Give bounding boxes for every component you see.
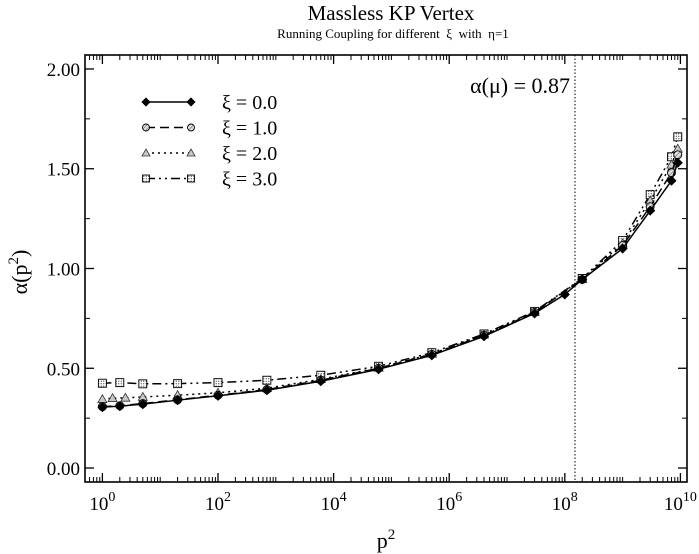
data-point — [141, 97, 151, 107]
legend-label: ξ = 3.0 — [222, 169, 277, 191]
annotation-alpha-mu: α(μ) = 0.87 — [470, 73, 570, 98]
y-axis-label-exponent: 2 — [6, 257, 22, 265]
series-1 — [97, 150, 683, 412]
series-line — [102, 162, 679, 408]
y-tick-label: 1.50 — [47, 160, 80, 181]
series-3 — [97, 132, 683, 389]
data-point — [142, 123, 150, 132]
legend-label: ξ = 0.0 — [222, 92, 277, 114]
legend-entry: ξ = 1.0 — [142, 118, 277, 140]
chart-subtitle: Running Coupling for different ξ with η=… — [277, 26, 509, 41]
data-point — [173, 379, 183, 389]
y-axis-label: α(p2) — [6, 250, 32, 295]
data-point — [138, 379, 148, 389]
legend-entry: ξ = 2.0 — [141, 143, 277, 165]
chart-title: Massless KP Vertex — [308, 1, 475, 25]
data-point — [142, 174, 150, 183]
x-tick-label: 106 — [436, 490, 462, 515]
series-line — [102, 148, 679, 400]
data-point — [645, 205, 656, 216]
legend-label: ξ = 2.0 — [222, 143, 277, 165]
data-point — [673, 132, 683, 142]
data-point — [529, 308, 540, 319]
x-axis-label-exponent: 2 — [388, 527, 396, 543]
data-point — [673, 150, 683, 160]
series-line — [102, 136, 679, 385]
data-point — [97, 378, 107, 388]
x-tick-label: 104 — [321, 490, 347, 515]
data-point — [212, 390, 224, 401]
legend: ξ = 0.0 ξ = 1.0 ξ = 2.0 ξ = 3.0 — [141, 92, 277, 191]
x-tick-label: 108 — [552, 490, 578, 515]
data-point — [120, 392, 131, 402]
data-point — [137, 399, 148, 410]
data-point — [187, 123, 195, 132]
data-point — [373, 364, 384, 375]
data-point — [172, 395, 183, 406]
data-point — [97, 393, 108, 403]
data-point — [141, 148, 151, 157]
legend-label: ξ = 1.0 — [222, 118, 277, 140]
data-point — [115, 378, 125, 388]
y-tick-label: 1.00 — [47, 260, 80, 281]
x-tick-label: 1010 — [664, 490, 697, 515]
series-0 — [97, 157, 683, 413]
x-tick-label: 102 — [205, 490, 231, 515]
data-point — [315, 376, 326, 387]
legend-entry: ξ = 0.0 — [141, 92, 277, 114]
data-point — [666, 175, 677, 186]
data-point — [114, 401, 125, 412]
data-point — [478, 331, 490, 342]
x-axis-label: p2 — [377, 527, 396, 553]
data-point — [97, 402, 108, 413]
data-point — [107, 392, 118, 402]
y-tick-label: 0.50 — [47, 359, 80, 380]
data-point — [261, 385, 272, 396]
data-point — [672, 157, 683, 168]
data-point — [426, 350, 437, 361]
series-line — [102, 154, 679, 408]
y-tick-label: 0.00 — [47, 459, 80, 480]
data-point — [213, 378, 223, 388]
data-point — [186, 148, 196, 157]
legend-entry: ξ = 3.0 — [142, 169, 277, 191]
y-tick-label: 2.00 — [47, 60, 80, 81]
data-point — [187, 174, 195, 183]
x-tick-label: 100 — [89, 490, 115, 515]
data-point — [617, 243, 628, 254]
data-point — [577, 274, 588, 285]
data-point — [186, 97, 196, 107]
data-point — [559, 289, 570, 300]
